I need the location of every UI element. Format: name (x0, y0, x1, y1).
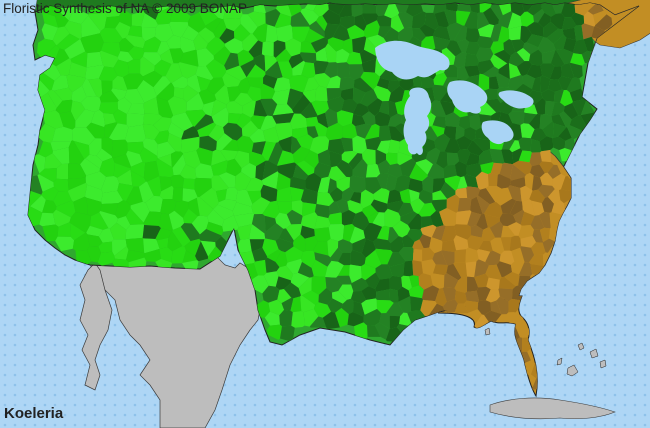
svg-text:Koeleria: Koeleria (4, 405, 64, 422)
svg-text:Floristic Synthesis of NA © 20: Floristic Synthesis of NA © 2009 BONAP (3, 1, 247, 16)
